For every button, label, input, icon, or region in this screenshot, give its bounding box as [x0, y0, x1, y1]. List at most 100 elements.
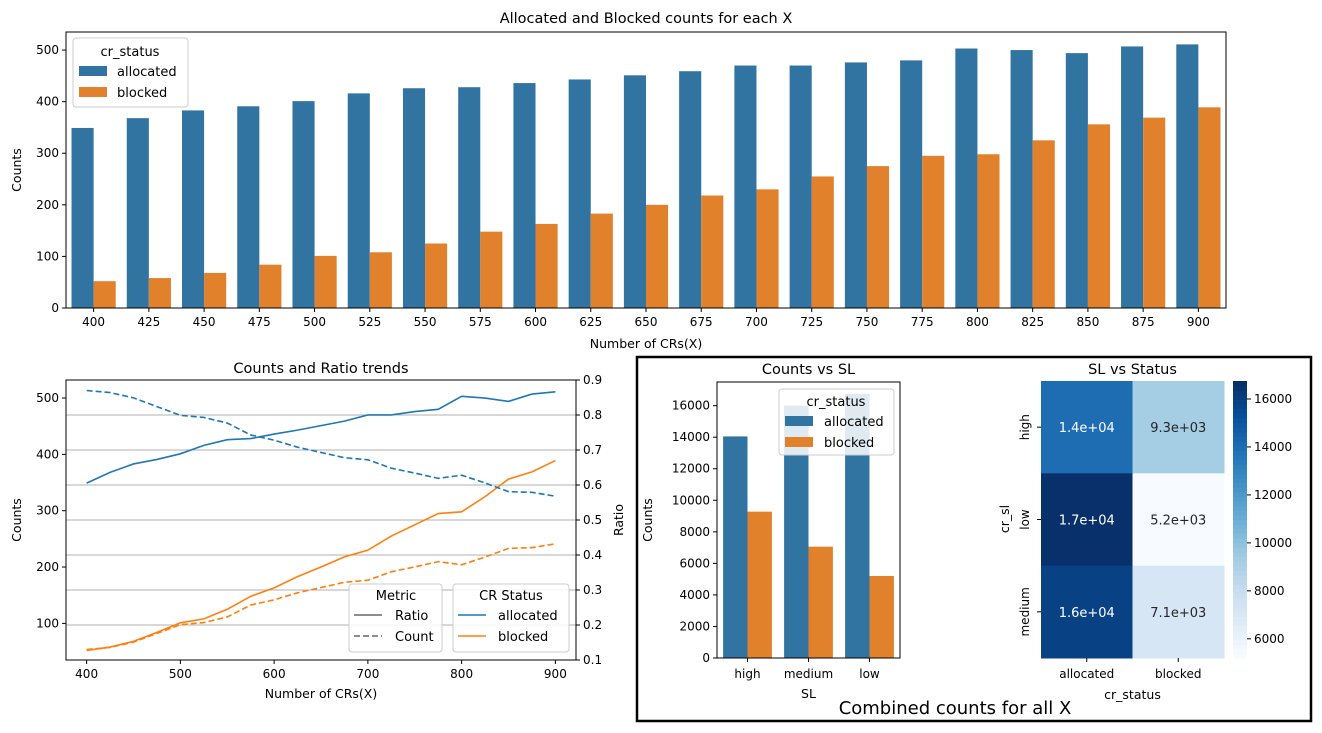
colorbar-segment [1233, 464, 1247, 470]
legend-box [452, 583, 570, 653]
chart-title: SL vs Status [1088, 362, 1177, 378]
colorbar-segment [1233, 422, 1247, 428]
bar-blocked-725 [811, 176, 834, 308]
colorbar-segment [1233, 487, 1247, 493]
y2-tick-label: 0.7 [583, 443, 602, 457]
x-tick-label: 550 [414, 315, 437, 329]
y-tick-label: 500 [36, 391, 59, 405]
colorbar-segment [1233, 482, 1247, 488]
y2-tick-label: 0.6 [583, 478, 602, 492]
colorbar-segment [1233, 533, 1247, 539]
colorbar-segment [1233, 390, 1247, 396]
bar-blocked-high [747, 511, 772, 658]
legend-label-blocked: blocked [498, 630, 548, 645]
line-allocated-ratio [86, 389, 556, 497]
colorbar-segment [1233, 524, 1247, 530]
bar-blocked-825 [1032, 140, 1055, 308]
bar-allocated-750 [844, 62, 867, 309]
colorbar-segment [1233, 579, 1247, 585]
x-axis-label: SL [801, 686, 816, 701]
colorbar-segment [1233, 621, 1247, 627]
y-tick-label: 6000 [679, 556, 710, 570]
x-tick-label: 800 [966, 315, 989, 329]
bar-allocated-600 [513, 83, 536, 308]
colorbar-segment [1233, 634, 1247, 641]
y-tick-label: 4000 [679, 588, 710, 602]
colorbar-segment [1233, 473, 1247, 479]
x-tick-label: blocked [1155, 667, 1201, 681]
bar-allocated-500 [292, 101, 315, 309]
x-tick-label: 575 [469, 315, 492, 329]
x-tick-label: 875 [1132, 315, 1155, 329]
bar-blocked-750 [866, 166, 890, 308]
colorbar-segment [1233, 537, 1247, 544]
chart-title: Counts and Ratio trends [233, 361, 408, 377]
colorbar-segment [1233, 436, 1247, 442]
x-tick-label: 475 [248, 315, 271, 329]
top-bar-chart: 400 425 450 475 500 525 550 575 600 625 650 675 700 7… [9, 11, 1227, 351]
x-tick-label: medium [784, 667, 833, 681]
colorbar-segment [1233, 528, 1247, 534]
colorbar-tick-label: 8000 [1254, 584, 1285, 598]
y-tick-label: 0 [51, 301, 59, 315]
colorbar-segment [1233, 561, 1247, 567]
colorbar-segment [1233, 574, 1247, 581]
heat-cell-medium-blocked [1132, 565, 1225, 659]
x-tick-label: 775 [911, 315, 934, 329]
bar-blocked-low [869, 575, 894, 658]
x-tick-label: allocated [1059, 667, 1114, 681]
colorbar-segment [1233, 459, 1247, 465]
x-tick-label: 800 [450, 667, 473, 681]
legend-label-blocked: blocked [824, 436, 874, 451]
x-tick-label: 425 [137, 315, 160, 329]
bar-allocated-425 [126, 118, 149, 308]
colorbar-segment [1233, 385, 1247, 391]
x-tick-label: 650 [635, 315, 658, 329]
y-tick-label: 500 [36, 43, 59, 57]
colorbar-tick-label: 10000 [1254, 536, 1292, 550]
x-tick-label: 725 [800, 315, 823, 329]
x-tick-label: 600 [263, 667, 286, 681]
legend-label-blocked: blocked [117, 86, 167, 101]
legend-label-allocated: allocated [117, 65, 177, 80]
bar-allocated-850 [1065, 53, 1088, 309]
colorbar-segment [1233, 501, 1247, 507]
colorbar-segment [1233, 551, 1247, 558]
legend-swatch-allocated [785, 416, 813, 426]
colorbar-segment [1233, 547, 1247, 553]
bar-allocated-550 [402, 88, 426, 308]
bar-blocked-475 [259, 264, 282, 308]
y-tick-label: 300 [36, 504, 59, 518]
y-tick-label: 12000 [672, 462, 710, 476]
x-tick-label: 450 [193, 315, 216, 329]
colorbar-segment [1233, 381, 1247, 387]
colorbar-segment [1233, 404, 1247, 410]
colorbar-tick-label: 6000 [1254, 632, 1285, 646]
legend-title: Metric [376, 589, 416, 604]
y-tick-label: 10000 [672, 493, 710, 507]
colorbar-segment [1233, 644, 1247, 650]
bar-allocated-800 [955, 48, 978, 308]
y-tick-label: 16000 [672, 399, 710, 413]
bar-blocked-775 [922, 155, 945, 308]
y-tick-label: 100 [36, 249, 59, 263]
x-tick-label: 750 [855, 315, 878, 329]
bar-allocated-825 [1010, 50, 1033, 308]
y-tick-label: 0 [702, 651, 710, 665]
x-tick-label: 525 [358, 315, 381, 329]
y2-tick-label: 0.1 [583, 653, 602, 667]
y2-tick-label: 0.9 [583, 373, 602, 387]
bar-allocated-775 [900, 60, 923, 308]
colorbar-segment [1233, 556, 1247, 562]
x-tick-label: 500 [303, 315, 326, 329]
colorbar-segment [1233, 417, 1247, 424]
y2-tick-label: 0.4 [583, 548, 602, 562]
x-tick-label: 700 [356, 667, 379, 681]
bar-blocked-900 [1198, 107, 1221, 308]
colorbar-segment [1233, 441, 1247, 447]
x-tick-label: 500 [169, 667, 192, 681]
legend-swatch-blocked [785, 437, 813, 447]
bar-allocated-725 [789, 65, 812, 308]
x-axis-label: Number of CRs(X) [590, 336, 702, 351]
